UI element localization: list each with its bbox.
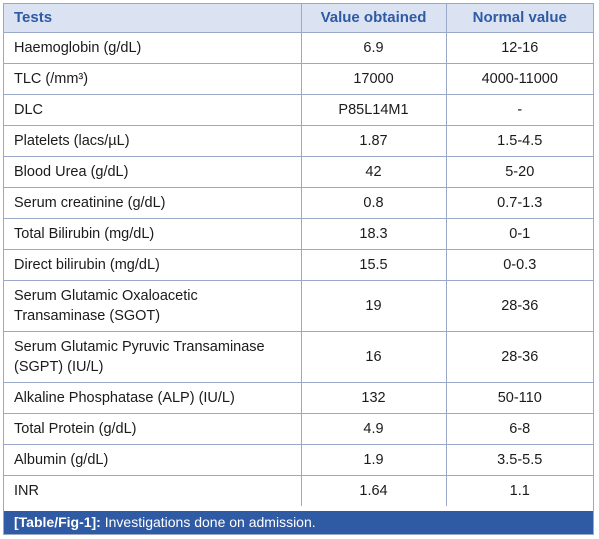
value-obtained: 15.5 (301, 249, 447, 281)
table-caption: [Table/Fig-1]: Investigations done on ad… (4, 511, 593, 534)
table-row: Haemoglobin (g/dL) 6.9 12-16 (4, 32, 593, 64)
value-obtained: 16 (301, 331, 447, 383)
test-name: Alkaline Phosphatase (ALP) (IU/L) (4, 382, 302, 414)
header-normal-value: Normal value (446, 4, 593, 33)
investigations-table: Tests Value obtained Normal value Haemog… (4, 4, 593, 506)
test-name: Albumin (g/dL) (4, 444, 302, 476)
table-row: Total Protein (g/dL) 4.9 6-8 (4, 413, 593, 445)
test-name: DLC (4, 94, 302, 126)
test-name: Blood Urea (g/dL) (4, 156, 302, 188)
table-row: Serum creatinine (g/dL) 0.8 0.7-1.3 (4, 187, 593, 219)
table-row: Alkaline Phosphatase (ALP) (IU/L) 132 50… (4, 382, 593, 414)
normal-value: 12-16 (446, 32, 593, 64)
test-name: TLC (/mm³) (4, 63, 302, 95)
table-row: Serum Glutamic Oxaloacetic Transaminase … (4, 280, 593, 332)
test-name: Total Bilirubin (mg/dL) (4, 218, 302, 250)
value-obtained: 19 (301, 280, 447, 332)
header-value-obtained: Value obtained (301, 4, 447, 33)
normal-value: 0-1 (446, 218, 593, 250)
normal-value: 28-36 (446, 331, 593, 383)
value-obtained: 42 (301, 156, 447, 188)
table-row: Platelets (lacs/µL) 1.87 1.5-4.5 (4, 125, 593, 157)
test-name: Platelets (lacs/µL) (4, 125, 302, 157)
value-obtained: 6.9 (301, 32, 447, 64)
value-obtained: 132 (301, 382, 447, 414)
value-obtained: 4.9 (301, 413, 447, 445)
value-obtained: P85L14M1 (301, 94, 447, 126)
value-obtained: 0.8 (301, 187, 447, 219)
caption-reference: [Table/Fig-1]: (14, 514, 101, 530)
normal-value: 0.7-1.3 (446, 187, 593, 219)
value-obtained: 1.64 (301, 475, 447, 506)
normal-value: 0-0.3 (446, 249, 593, 281)
normal-value: 4000-11000 (446, 63, 593, 95)
normal-value: - (446, 94, 593, 126)
investigations-table-figure: Tests Value obtained Normal value Haemog… (3, 3, 594, 535)
test-name: Serum creatinine (g/dL) (4, 187, 302, 219)
normal-value: 50-110 (446, 382, 593, 414)
normal-value: 28-36 (446, 280, 593, 332)
table-row: Total Bilirubin (mg/dL) 18.3 0-1 (4, 218, 593, 250)
normal-value: 3.5-5.5 (446, 444, 593, 476)
normal-value: 1.5-4.5 (446, 125, 593, 157)
value-obtained: 1.9 (301, 444, 447, 476)
test-name: Direct bilirubin (mg/dL) (4, 249, 302, 281)
normal-value: 1.1 (509, 482, 530, 499)
test-name: Total Protein (g/dL) (4, 413, 302, 445)
test-name: Serum Glutamic Oxaloacetic Transaminase … (4, 280, 302, 332)
value-obtained: 18.3 (301, 218, 447, 250)
header-tests: Tests (4, 4, 302, 33)
normal-value: 6-8 (446, 413, 593, 445)
table-row: INR 1.64 1.1 (4, 475, 593, 506)
table-row: Direct bilirubin (mg/dL) 15.5 0-0.3 (4, 249, 593, 281)
table-header-row: Tests Value obtained Normal value (4, 4, 593, 33)
value-obtained: 1.87 (301, 125, 447, 157)
table-row: TLC (/mm³) 17000 4000-11000 (4, 63, 593, 95)
table-row: DLC P85L14M1 - (4, 94, 593, 126)
test-name: INR (4, 475, 302, 506)
test-name: Serum Glutamic Pyruvic Transaminase (SGP… (4, 331, 302, 383)
table-row: Albumin (g/dL) 1.9 3.5-5.5 (4, 444, 593, 476)
value-obtained: 17000 (301, 63, 447, 95)
table-row: Serum Glutamic Pyruvic Transaminase (SGP… (4, 331, 593, 383)
normal-value: 5-20 (446, 156, 593, 188)
caption-text: Investigations done on admission. (100, 514, 316, 530)
table-row: Blood Urea (g/dL) 42 5-20 (4, 156, 593, 188)
test-name: Haemoglobin (g/dL) (4, 32, 302, 64)
